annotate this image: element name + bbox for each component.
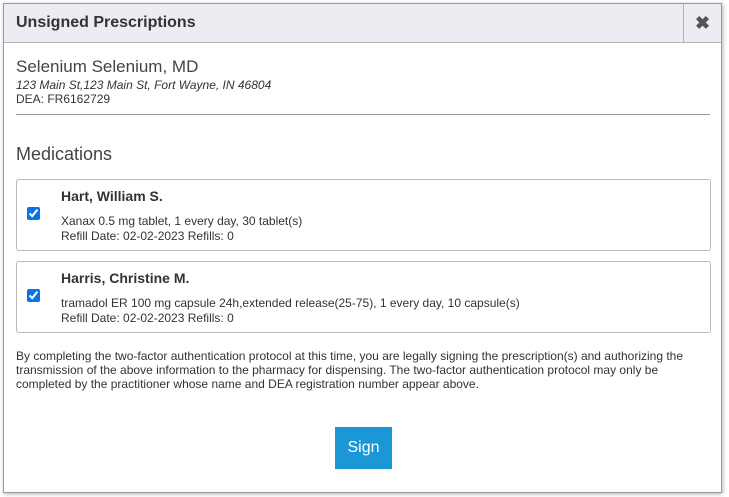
- refill-info: Refill Date: 02-02-2023 Refills: 0: [61, 311, 234, 325]
- provider-dea: DEA: FR6162729: [16, 92, 111, 106]
- medication-card: Harris, Christine M. tramadol ER 100 mg …: [16, 261, 711, 333]
- dialog-header: Unsigned Prescriptions ✖: [4, 4, 721, 43]
- sign-button[interactable]: Sign: [335, 427, 392, 469]
- drug-description: tramadol ER 100 mg capsule 24h,extended …: [61, 296, 520, 310]
- provider-name: Selenium Selenium, MD: [16, 57, 199, 76]
- drug-description: Xanax 0.5 mg tablet, 1 every day, 30 tab…: [61, 214, 303, 228]
- provider-address: 123 Main St,123 Main St, Fort Wayne, IN …: [16, 78, 272, 92]
- medication-checkbox[interactable]: [27, 289, 40, 302]
- drug-details: Xanax 0.5 mg tablet, 1 every day, 30 tab…: [61, 214, 302, 244]
- legal-notice: By completing the two-factor authenticat…: [16, 349, 684, 391]
- patient-name: Hart, William S.: [61, 188, 163, 204]
- medication-checkbox[interactable]: [27, 207, 40, 220]
- medications-heading: Medications: [16, 144, 113, 164]
- dialog-title: Unsigned Prescriptions: [16, 14, 196, 31]
- medication-card: Hart, William S. Xanax 0.5 mg tablet, 1 …: [16, 179, 711, 251]
- provider-info: Selenium Selenium, MD 123 Main St,123 Ma…: [16, 57, 271, 106]
- drug-details: tramadol ER 100 mg capsule 24h,extended …: [61, 296, 520, 326]
- patient-name: Harris, Christine M.: [61, 270, 190, 286]
- unsigned-prescriptions-dialog: Unsigned Prescriptions ✖ Selenium Seleni…: [3, 3, 722, 493]
- refill-info: Refill Date: 02-02-2023 Refills: 0: [61, 229, 234, 243]
- close-icon[interactable]: ✖: [683, 4, 721, 42]
- divider: [16, 114, 710, 115]
